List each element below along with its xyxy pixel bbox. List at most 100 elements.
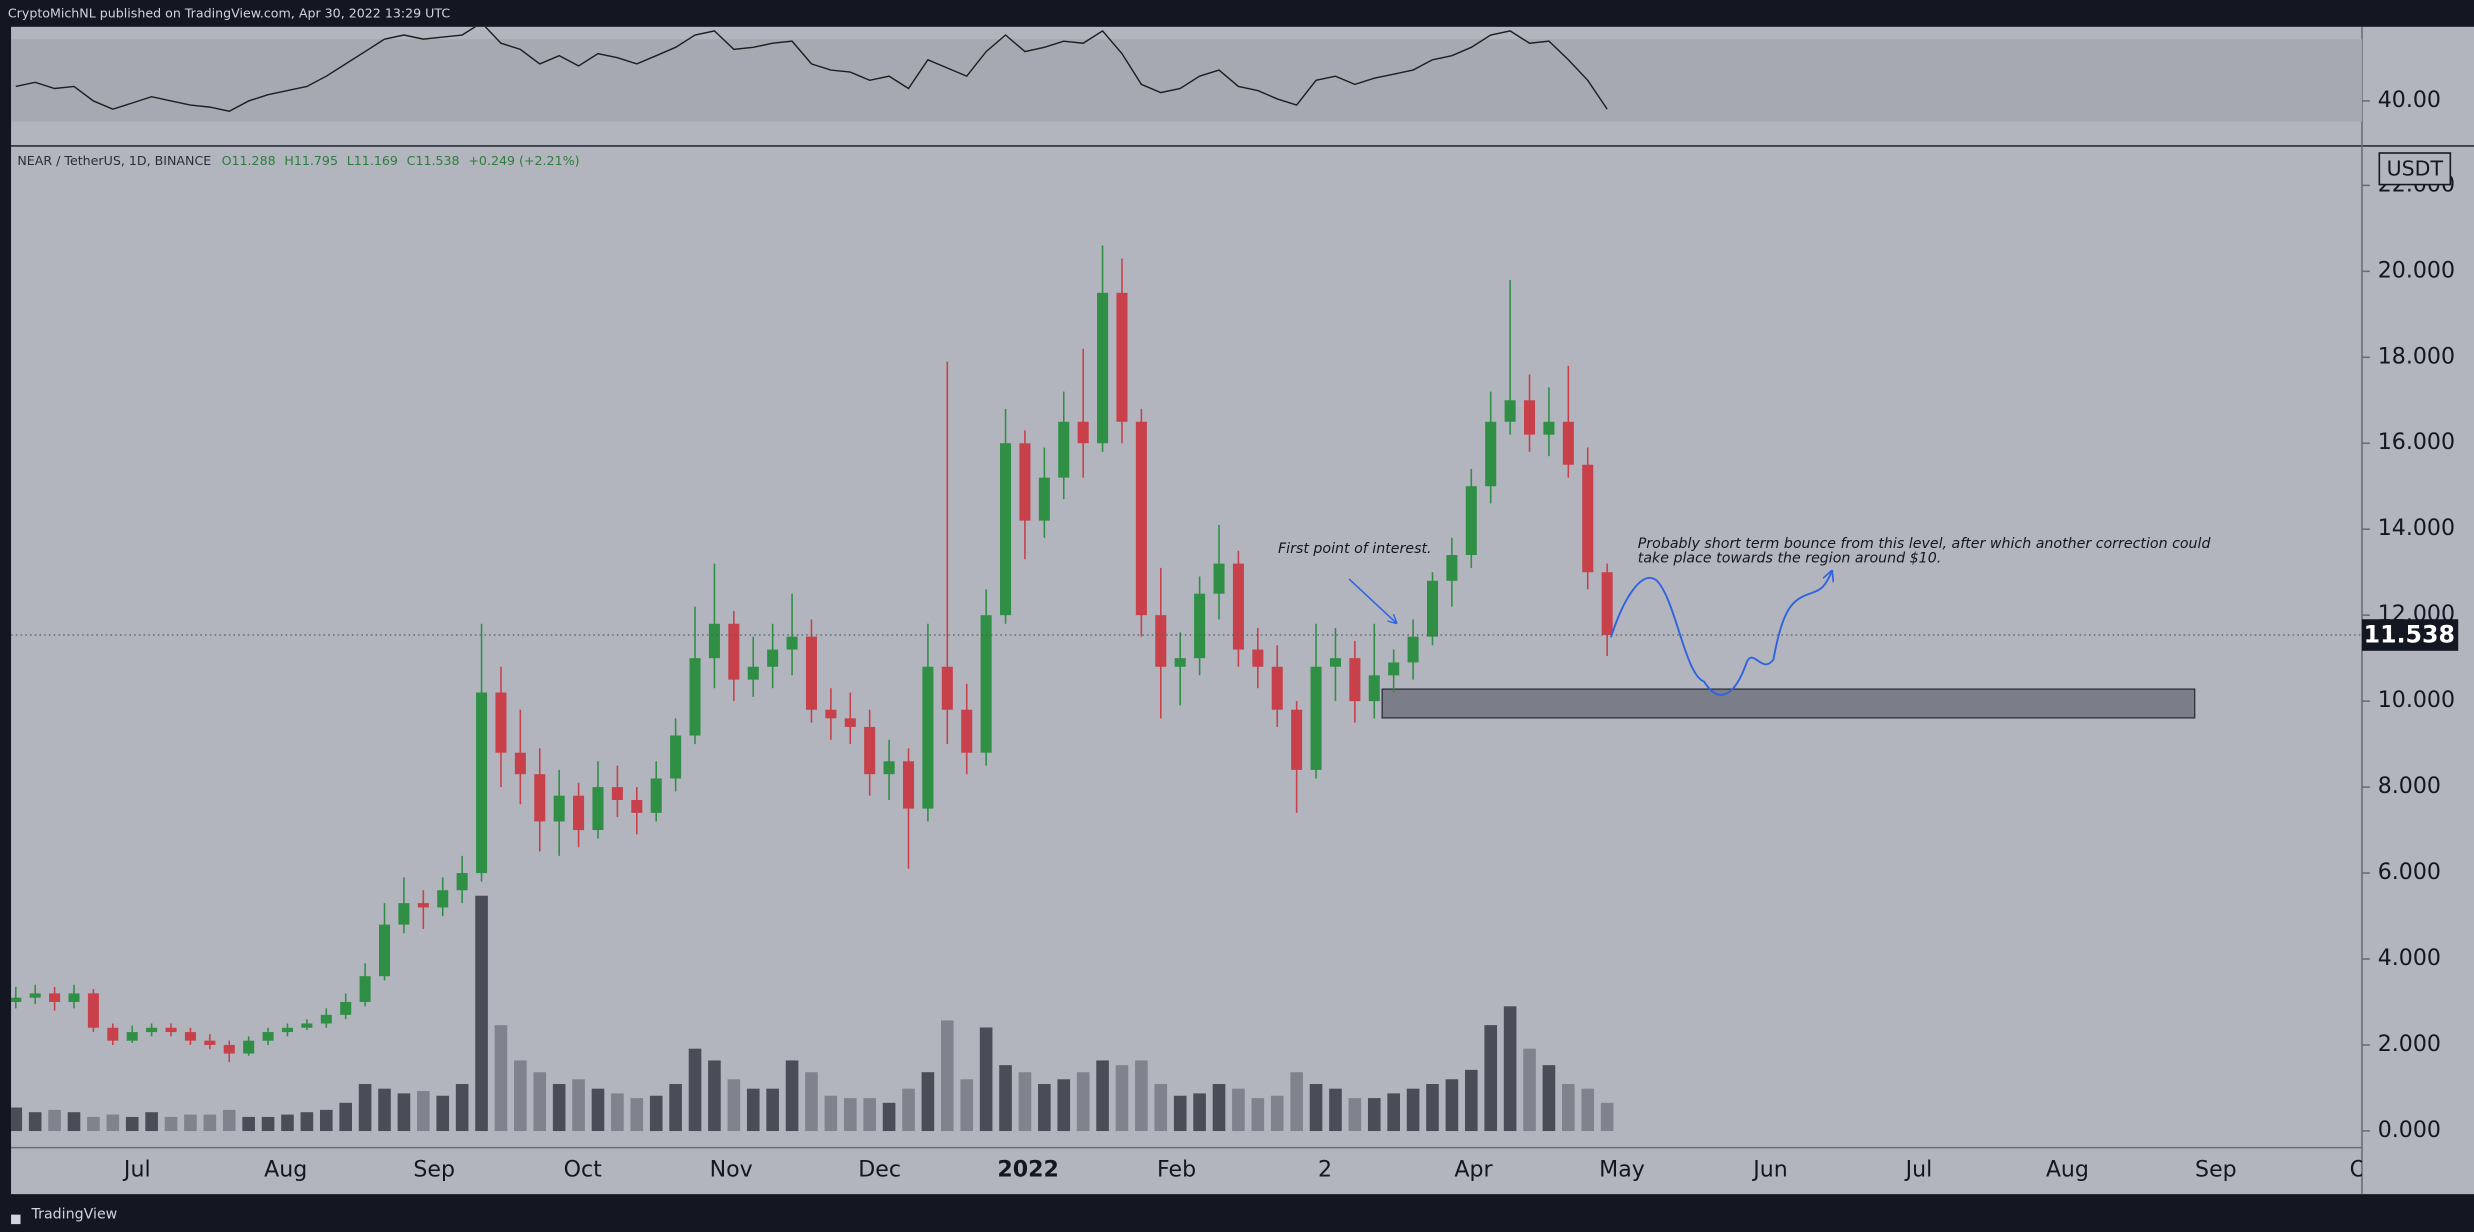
volume-bar (494, 1025, 508, 1132)
last-price-box (2361, 619, 2459, 651)
candle-body (883, 761, 895, 775)
x-tick-label: Oc (2350, 1157, 2380, 1182)
volume-bar (649, 1095, 663, 1132)
volume-bar (28, 1112, 42, 1132)
x-tick-label: 2 (1318, 1157, 1332, 1182)
volume-bar (882, 1102, 896, 1132)
candle-body (359, 976, 371, 1002)
candle-body (1407, 636, 1419, 663)
volume-bar (863, 1098, 876, 1132)
last-price-label: 11.538 (2364, 620, 2455, 648)
candle-body (825, 709, 837, 719)
volume-bar (1251, 1098, 1265, 1132)
projected-path (1610, 571, 1832, 696)
candle-body (805, 636, 817, 710)
candle-body (922, 666, 934, 809)
candle-body (1562, 421, 1574, 465)
volume-bar (436, 1095, 450, 1132)
candle-body (1194, 593, 1206, 659)
candle-body (1601, 572, 1613, 636)
candle-body (941, 666, 953, 710)
candle-body (1426, 580, 1439, 637)
candle-body (262, 1032, 274, 1041)
volume-bar (1464, 1069, 1478, 1132)
x-tick-label: Jul (1904, 1157, 1933, 1182)
candle-body (1135, 421, 1147, 616)
x-tick-label: Jun (1751, 1157, 1788, 1182)
y-tick-label: 4.000 (2378, 946, 2441, 971)
volume-bar (184, 1114, 197, 1132)
candle-body (223, 1044, 235, 1054)
volume-bar (164, 1116, 178, 1132)
volume-bar (1232, 1088, 1245, 1132)
volume-bar (1270, 1095, 1284, 1132)
volume-bar (1290, 1072, 1303, 1132)
candle-body (1388, 662, 1400, 676)
volume-bar (1154, 1083, 1168, 1132)
volume-bar (960, 1079, 974, 1132)
price-pane (11, 245, 2362, 1132)
candle-body (786, 636, 798, 650)
candle-body (1329, 658, 1341, 667)
volume-bar (339, 1102, 353, 1132)
candle-body (1252, 649, 1264, 667)
candle-body (1368, 675, 1380, 702)
rsi-pane (11, 26, 2362, 122)
volume-bar (261, 1116, 275, 1132)
ohlc-change: +0.249 (+2.21%) (468, 152, 579, 167)
support-zone (1381, 688, 2196, 719)
volume-bar (378, 1088, 391, 1132)
volume-bar (1406, 1088, 1420, 1132)
volume-bar (1581, 1088, 1595, 1132)
candle-body (437, 890, 449, 908)
candle-body (980, 615, 992, 753)
candle-body (650, 778, 662, 813)
volume-bar (1193, 1093, 1206, 1132)
candle-body (1116, 292, 1128, 422)
volume-bar (1445, 1079, 1459, 1132)
volume-bar (1426, 1083, 1439, 1132)
price-axis: 0.0002.0004.0006.0008.00010.00012.00014.… (2361, 88, 2459, 1143)
candle-body (68, 993, 80, 1002)
volume-bar (941, 1020, 954, 1132)
volume-bar (1600, 1102, 1614, 1132)
candle-body (1213, 563, 1225, 594)
candle-body (11, 997, 22, 1002)
volume-bar (125, 1116, 139, 1132)
candle-body (1485, 421, 1497, 487)
volume-bar (203, 1114, 217, 1132)
candle-body (592, 787, 604, 831)
volume-bar (591, 1088, 605, 1132)
symbol: NEAR / TetherUS, 1D, BINANCE (17, 152, 211, 167)
volume-bar (611, 1093, 624, 1132)
candle-body (902, 761, 915, 809)
arrow (1348, 578, 1396, 623)
volume-bar (1115, 1065, 1129, 1132)
volume-bar (630, 1098, 644, 1132)
candle-body (1174, 658, 1186, 667)
y-tick-label: 0.000 (2378, 1118, 2441, 1143)
candle-body (767, 649, 779, 667)
volume-bar (455, 1083, 469, 1132)
candle-body (573, 795, 585, 831)
candle-body (553, 795, 565, 822)
volume-bar (1562, 1083, 1575, 1132)
x-tick-label: 2022 (997, 1157, 1058, 1182)
candle-body (961, 709, 973, 753)
volume-bar (1387, 1093, 1400, 1132)
rsi-line (15, 26, 1608, 112)
y-tick-label: 20.000 (2378, 258, 2455, 283)
candle-body (398, 903, 410, 925)
candle-body (378, 924, 391, 977)
volume-bar (727, 1079, 741, 1132)
volume-bar (1484, 1025, 1498, 1132)
volume-bar (1173, 1095, 1187, 1132)
candle-body (689, 658, 701, 736)
candle-body (107, 1027, 119, 1041)
candle-body (611, 787, 623, 800)
y-tick-label: 2.000 (2378, 1032, 2441, 1057)
candle-body (631, 799, 643, 813)
candle-body (340, 1001, 352, 1015)
ohlc-close: C11.538 (407, 152, 460, 167)
candle-body (49, 993, 61, 1002)
